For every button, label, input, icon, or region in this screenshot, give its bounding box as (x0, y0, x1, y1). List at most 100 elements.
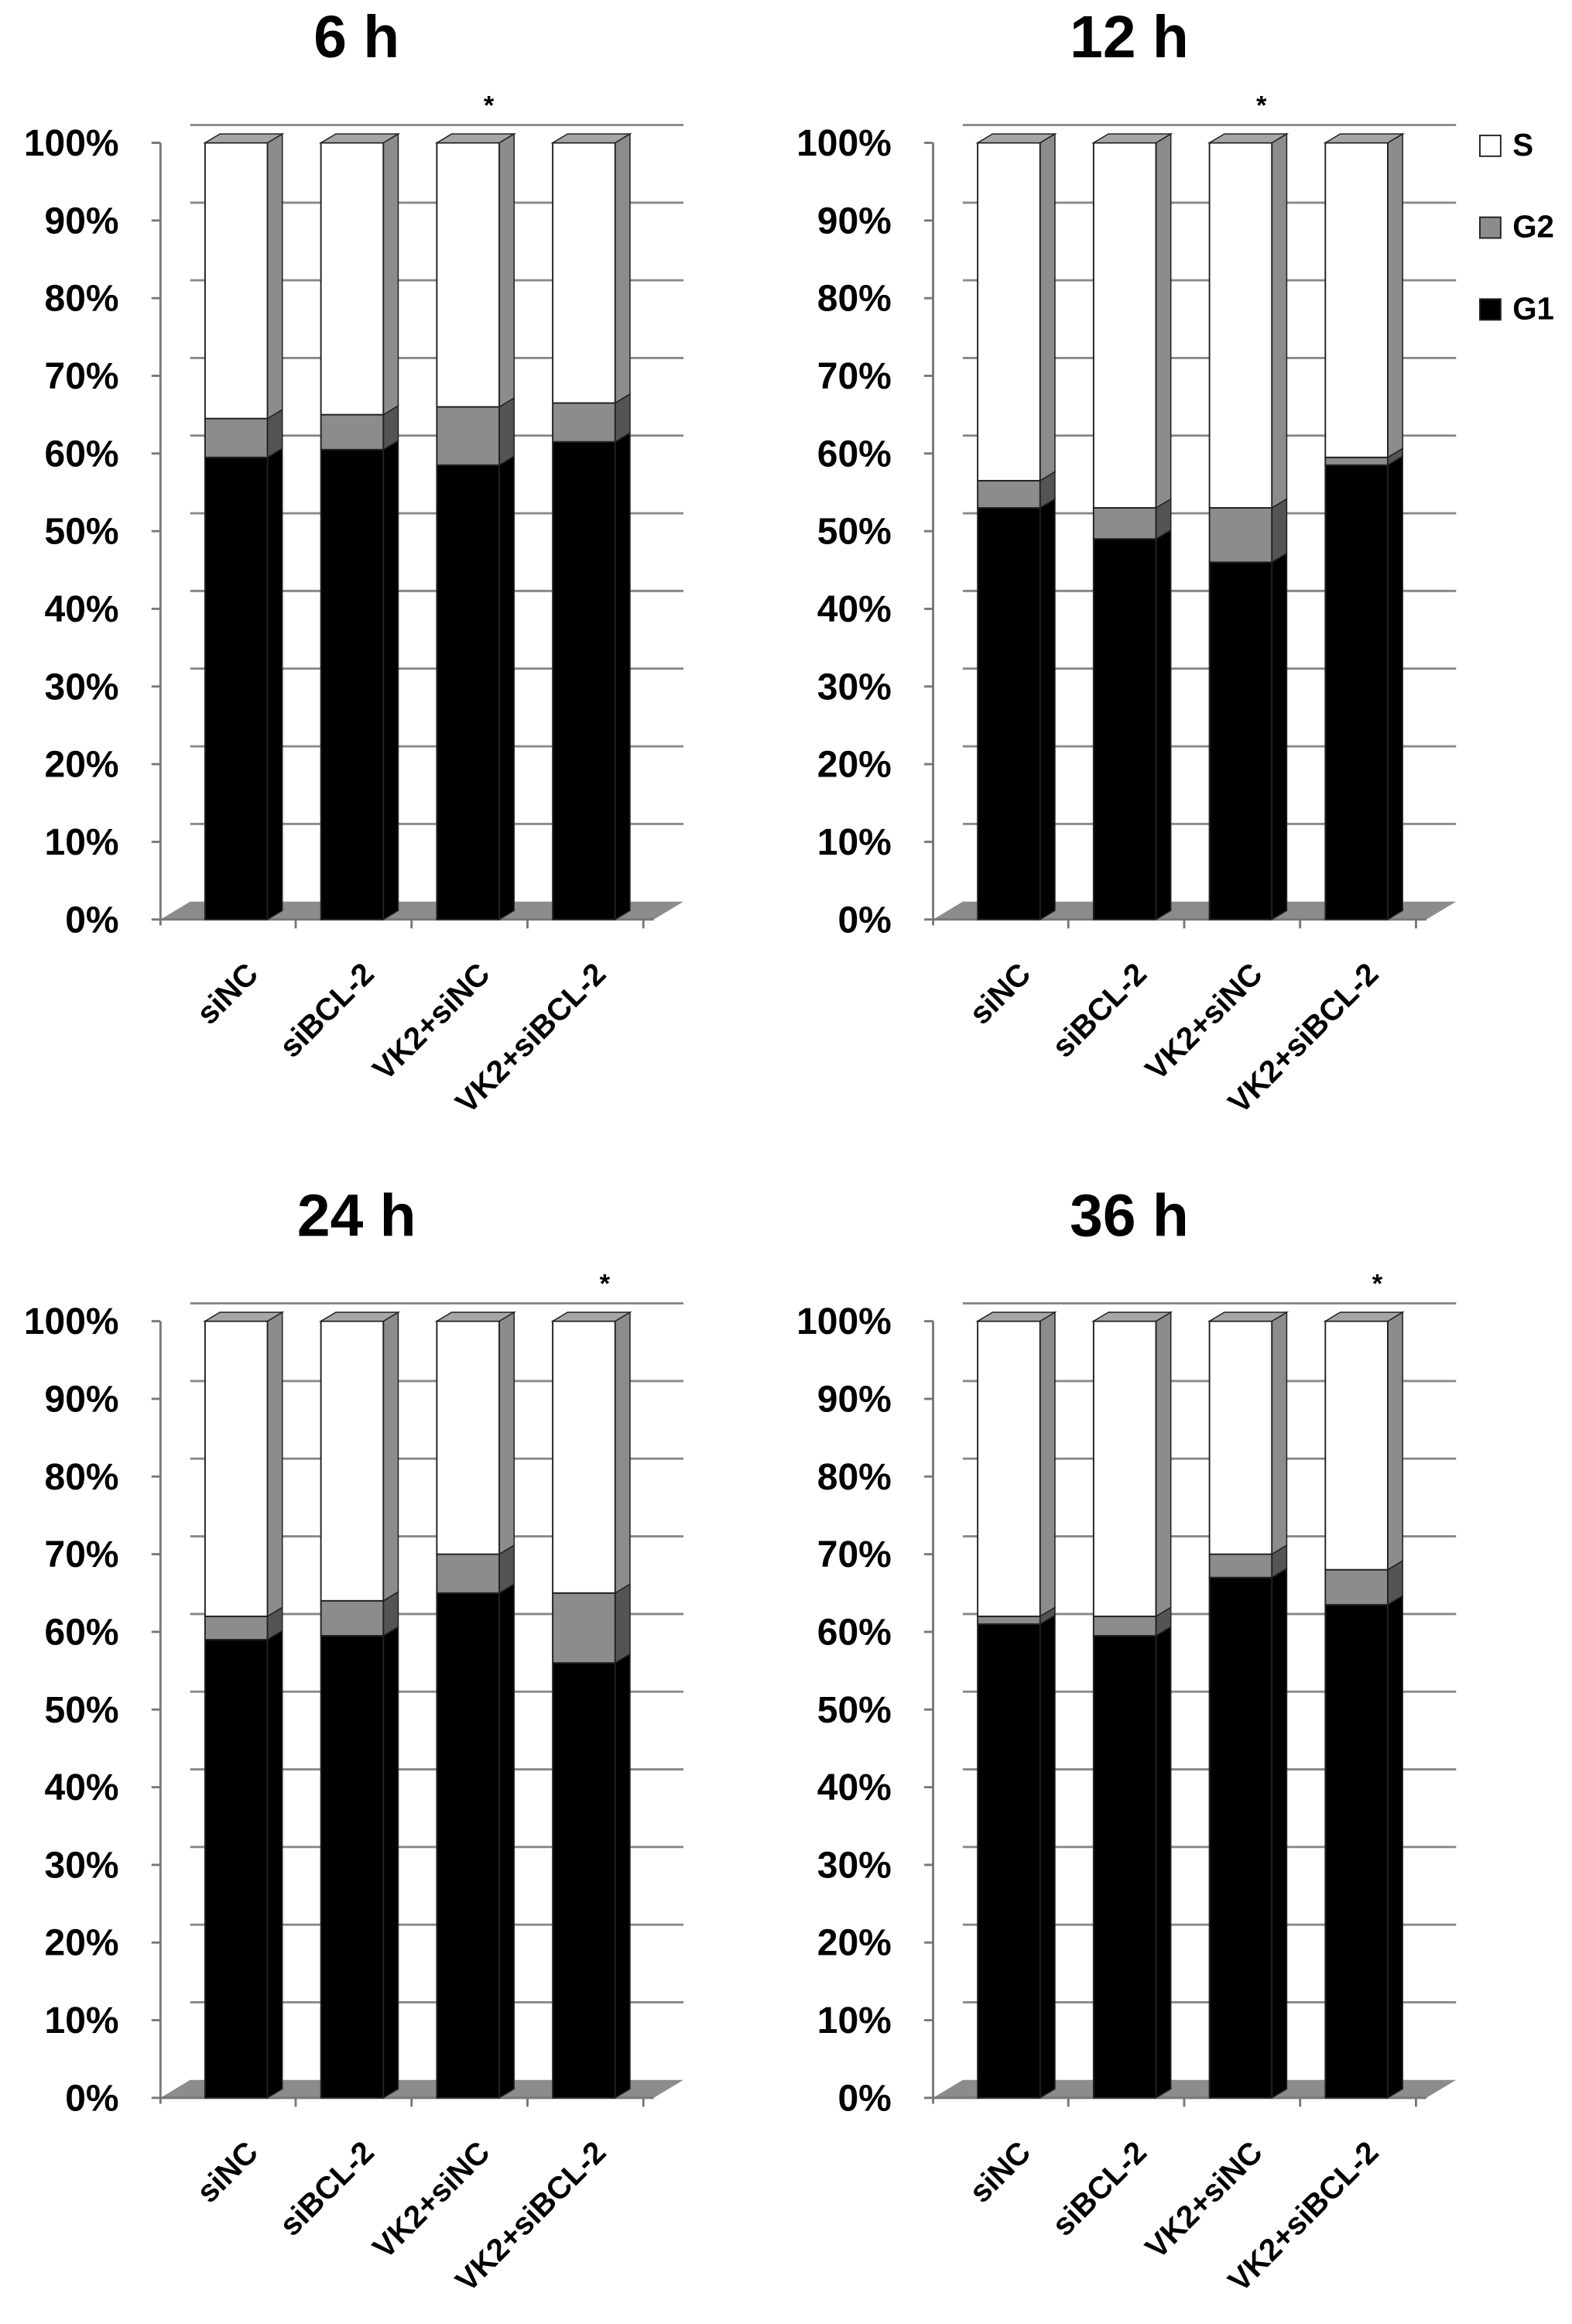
y-tick-label: 10% (817, 822, 892, 863)
bar (436, 1592, 500, 2099)
y-tick-label: 100% (796, 1301, 892, 1342)
chart-title: 6 h (313, 4, 399, 70)
y-tick-label: 30% (817, 667, 892, 708)
bar (977, 1623, 1041, 2099)
bar-side (1271, 132, 1288, 509)
bar-side (1155, 529, 1172, 921)
bar-top (434, 133, 516, 144)
y-tick-label: 60% (45, 1612, 119, 1653)
bar (436, 1553, 500, 1594)
x-tick-label: siBCL-2 (1045, 955, 1153, 1064)
bar (204, 1639, 269, 2099)
y-tick-label: 80% (45, 1457, 119, 1498)
bar-side (266, 1311, 283, 1618)
bar-side (382, 439, 399, 921)
bar-side (614, 1582, 631, 1664)
y-tick-label: 30% (45, 1845, 119, 1886)
bar-top (1091, 133, 1173, 144)
bar (320, 142, 385, 416)
bar (436, 464, 500, 920)
bar-side (1387, 1311, 1403, 1572)
bar-side (1271, 1567, 1288, 2099)
chart: 12 h 0% 10% 20% 30% 40% 50% 60% 70% 80% 90% 100% siN… (796, 4, 1554, 1120)
bar-side (382, 1626, 399, 2099)
bar-side (1039, 1311, 1056, 1618)
legend-swatch (1479, 298, 1502, 321)
bar-side (498, 396, 515, 467)
y-tick-label: 20% (817, 745, 892, 786)
bar-side (1271, 552, 1288, 921)
bar (320, 1320, 385, 1602)
bar (552, 1662, 616, 2099)
y-tick-label: 70% (45, 1534, 119, 1575)
y-tick-label: 10% (45, 2000, 119, 2041)
bar-side (1155, 1626, 1172, 2099)
bar-side (1039, 498, 1056, 921)
bar (1092, 507, 1157, 540)
y-tick-label: 40% (817, 589, 892, 630)
x-tick-label: siNC (190, 955, 265, 1031)
x-tick-label: siNC (190, 2134, 265, 2210)
bar (977, 1320, 1041, 1617)
y-tick-label: 60% (817, 1612, 892, 1653)
y-tick-label: 50% (45, 1690, 119, 1731)
chart-title: 12 h (1070, 4, 1189, 70)
y-tick-label: 50% (817, 1690, 892, 1731)
bar (204, 1320, 269, 1617)
bar (1324, 1320, 1389, 1571)
bar-side (382, 1311, 399, 1602)
legend-label: G2 (1512, 209, 1554, 245)
bar-top (318, 133, 401, 144)
legend-swatch (1479, 134, 1502, 157)
y-tick-label: 10% (45, 822, 119, 863)
bar-side (498, 1311, 515, 1555)
y-tick-label: 40% (45, 1767, 119, 1808)
y-tick-label: 80% (817, 1457, 892, 1498)
bar (1092, 1634, 1157, 2099)
x-tick-label: siNC (962, 2134, 1037, 2210)
legend-swatch (1479, 216, 1502, 239)
bar-side (614, 431, 631, 921)
bar (320, 1634, 385, 2099)
y-tick-label: 90% (45, 1379, 119, 1420)
annotation: * (600, 1270, 611, 1299)
bar (1092, 142, 1157, 509)
bar (204, 417, 269, 458)
y-tick-label: 30% (817, 1845, 892, 1886)
y-tick-label: 90% (45, 201, 119, 242)
y-tick-label: 20% (45, 1923, 119, 1964)
annotation: * (1256, 91, 1267, 120)
bar-top (550, 1311, 632, 1322)
y-tick-label: 0% (837, 900, 891, 941)
x-tick-label: siBCL-2 (272, 2134, 381, 2243)
bar-top (975, 133, 1057, 144)
y-tick-label: 70% (817, 356, 892, 397)
bar (1208, 1320, 1273, 1555)
bar (1092, 1615, 1157, 1637)
y-tick-label: 100% (24, 1301, 119, 1342)
y-tick-label: 0% (65, 900, 118, 941)
y-tick-label: 0% (837, 2078, 891, 2119)
bar-top (318, 1311, 401, 1322)
y-tick-label: 20% (817, 1923, 892, 1964)
bar-side (1271, 498, 1288, 564)
bar (552, 1320, 616, 1594)
bar (436, 142, 500, 408)
bar-top (1207, 1311, 1289, 1322)
y-tick-label: 70% (45, 356, 119, 397)
annotation: * (1372, 1270, 1383, 1299)
bar-side (1039, 132, 1056, 482)
bar (204, 1615, 269, 1640)
bar-top (203, 1311, 285, 1322)
y-tick-label: 90% (817, 1379, 892, 1420)
bar (552, 402, 616, 443)
bar (977, 142, 1041, 482)
legend-label: G1 (1512, 290, 1554, 326)
bar-side (266, 1630, 283, 2099)
bar-side (1387, 454, 1403, 921)
chart-title: 24 h (297, 1182, 416, 1249)
bar-side (1387, 132, 1403, 459)
bar-top (975, 1311, 1057, 1322)
chart-title: 36 h (1070, 1182, 1189, 1249)
